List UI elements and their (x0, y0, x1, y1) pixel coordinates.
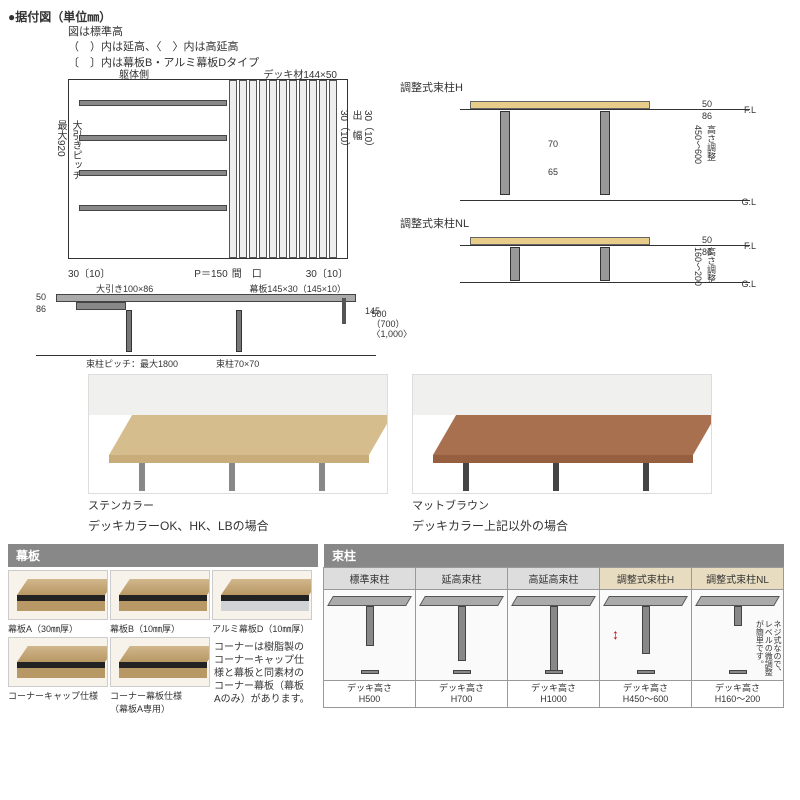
joist-line (79, 135, 227, 141)
tsuka-column: 調整式束柱H ↕ デッキ高さ H450～600 (599, 567, 692, 708)
gl-label: G.L (741, 197, 756, 207)
mid1: 70 (548, 139, 558, 149)
h50: 50 (36, 292, 46, 302)
bottom-row: 幕板 幕板A（30㎜厚）幕板B（10㎜厚）アルミ幕板D（10㎜厚） コーナーキャッ… (8, 544, 792, 718)
h50: 50 (702, 235, 712, 245)
tsuka-header: 束柱 (324, 544, 784, 567)
tsuka-column: 延高束柱 デッキ高さ H700 (415, 567, 508, 708)
range: 高さ調整 160～200 (692, 247, 718, 286)
h50: 50 (702, 99, 712, 109)
makuita-item: コーナーキャップ仕様 (8, 637, 108, 715)
fascia (342, 298, 346, 324)
joist-line (79, 170, 227, 176)
makuita-item: アルミ幕板D（10㎜厚） (212, 570, 312, 635)
dim-right: 30〔10〕 (306, 265, 348, 280)
dim-center: 間 口 (232, 265, 262, 280)
fl-label: F.L (744, 105, 756, 115)
dim-left: 30〔10〕 (68, 265, 110, 280)
gl-line (460, 200, 750, 201)
wall-side-label: 躯体側 (119, 66, 149, 81)
tsuka-column: 高延高束柱 デッキ高さ H1000 (507, 567, 600, 708)
subtitle-1: 図は標準高 (68, 25, 792, 40)
joist (76, 302, 126, 310)
photo-caption: デッキカラー上記以外の場合 (412, 517, 712, 534)
deck-photo (88, 374, 388, 494)
makuita-item: コーナー幕板仕様 （幕板A専用） (110, 637, 210, 715)
section-view: 大引き100×86 幕板145×30（145×10） 50 86 145 500… (36, 288, 376, 368)
post (236, 310, 242, 352)
deck-slats (227, 80, 347, 258)
post-column: 調整式束柱H F.L G.L 50 86 70 65 高さ調整 450～600 … (400, 79, 760, 368)
post-pillar (600, 111, 610, 195)
joist-line (79, 205, 227, 211)
tsuka-panel: 束柱 標準束柱 デッキ高さ H500 延高束柱 デッキ高さ H700 高延高束柱… (324, 544, 784, 718)
h86: 86 (36, 304, 46, 314)
photo-label: ステンカラー (88, 497, 388, 513)
plan-view: 躯体側 デッキ材144×50 大引きピッチ 最大920 30（10） 出 幅 3… (68, 79, 348, 259)
page-title: ●据付図（単位㎜） (8, 8, 792, 25)
gl-label: G.L (741, 279, 756, 289)
tsuka-column: 標準束柱 デッキ高さ H500 (323, 567, 416, 708)
post-pillar (500, 111, 510, 195)
deck-slab (470, 237, 650, 245)
photo-label: マットブラウン (412, 497, 712, 513)
makuita-item: 幕板B（10㎜厚） (110, 570, 210, 635)
deck-slab (470, 101, 650, 109)
photo-row: ステンカラー デッキカラーOK、HK、LBの場合 マットブラウン デッキカラー上… (88, 374, 792, 534)
tsuka-column: 調整式束柱NL ネジ式なので、レベルの微調整が簡単です。 デッキ高さ H160～… (691, 567, 784, 708)
makuita-grid: 幕板A（30㎜厚）幕板B（10㎜厚）アルミ幕板D（10㎜厚） コーナーキャップ仕様… (8, 567, 318, 718)
post-h-title: 調整式束柱H (400, 79, 760, 95)
ground-line (36, 355, 376, 356)
makuita-note: コーナーは樹脂製のコーナーキャップ仕様と幕板と同素材のコーナー幕板（幕板Aのみ）… (212, 637, 312, 715)
deck-material-label: デッキ材144×50 (263, 66, 337, 81)
makuita-header: 幕板 (8, 544, 318, 567)
plan-bottom-dims: 30〔10〕 P＝150 間 口 30〔10〕 (68, 265, 348, 280)
subtitle-3: 〔 〕内は幕板B・アルミ幕板Dタイプ (68, 56, 792, 71)
mid2: 65 (548, 167, 558, 177)
drawings-row: 躯体側 デッキ材144×50 大引きピッチ 最大920 30（10） 出 幅 3… (8, 79, 792, 368)
post-pitch: 束柱ピッチ：最大1800 (86, 357, 178, 370)
fl-label: F.L (744, 241, 756, 251)
plan-column: 躯体側 デッキ材144×50 大引きピッチ 最大920 30（10） 出 幅 3… (8, 79, 388, 368)
fl-line (460, 109, 750, 110)
header: ●据付図（単位㎜） 図は標準高 （ ）内は延高、〈 〉内は高延高 〔 〕内は幕板… (8, 8, 792, 71)
deck-top (56, 294, 356, 302)
h86: 86 (702, 111, 712, 121)
makuita-panel: 幕板 幕板A（30㎜厚）幕板B（10㎜厚）アルミ幕板D（10㎜厚） コーナーキャッ… (8, 544, 318, 718)
makuita-item: 幕板A（30㎜厚） (8, 570, 108, 635)
photo-card-sten: ステンカラー デッキカラーOK、HK、LBの場合 (88, 374, 388, 534)
post-nl-title: 調整式束柱NL (400, 215, 760, 231)
range: 高さ調整 450～600 (692, 125, 718, 164)
photo-caption: デッキカラーOK、HK、LBの場合 (88, 517, 388, 534)
post (126, 310, 132, 352)
photo-card-matt: マットブラウン デッキカラー上記以外の場合 (412, 374, 712, 534)
subtitle-2: （ ）内は延高、〈 〉内は高延高 (68, 40, 792, 55)
heights: 500 （700） 〈1,000〉 (371, 310, 412, 340)
deck-photo (412, 374, 712, 494)
joist-line (79, 100, 227, 106)
tsuka-table: 標準束柱 デッキ高さ H500 延高束柱 デッキ高さ H700 高延高束柱 デッ… (324, 567, 784, 708)
post-pillar (510, 247, 520, 281)
post-h-diagram: 調整式束柱H F.L G.L 50 86 70 65 高さ調整 450～600 (400, 79, 760, 209)
post-nl-diagram: 調整式束柱NL F.L G.L 50 86 高さ調整 160～200 (400, 215, 760, 305)
p-label: P＝150 (194, 265, 227, 280)
post-pillar (600, 247, 610, 281)
post-size: 束柱70×70 (216, 357, 259, 370)
